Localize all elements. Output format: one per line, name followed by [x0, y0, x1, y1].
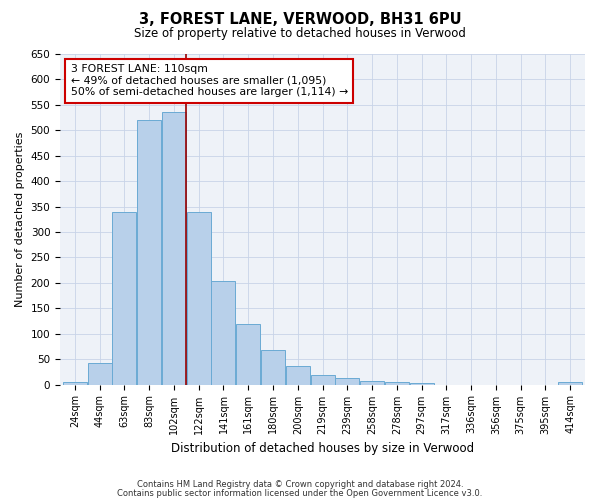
Bar [162, 112, 186, 384]
Bar [137, 120, 161, 384]
Bar [211, 281, 235, 384]
Text: Size of property relative to detached houses in Verwood: Size of property relative to detached ho… [134, 28, 466, 40]
Bar [286, 366, 310, 384]
Bar [335, 378, 359, 384]
Bar [261, 350, 285, 384]
Bar [187, 212, 211, 384]
Y-axis label: Number of detached properties: Number of detached properties [15, 132, 25, 307]
Bar [63, 382, 87, 384]
Bar [558, 382, 582, 384]
Text: Contains public sector information licensed under the Open Government Licence v3: Contains public sector information licen… [118, 488, 482, 498]
Text: 3, FOREST LANE, VERWOOD, BH31 6PU: 3, FOREST LANE, VERWOOD, BH31 6PU [139, 12, 461, 28]
Bar [311, 376, 335, 384]
Text: 3 FOREST LANE: 110sqm
← 49% of detached houses are smaller (1,095)
50% of semi-d: 3 FOREST LANE: 110sqm ← 49% of detached … [71, 64, 348, 97]
Bar [112, 212, 136, 384]
X-axis label: Distribution of detached houses by size in Verwood: Distribution of detached houses by size … [171, 442, 474, 455]
Bar [88, 363, 112, 384]
Bar [385, 382, 409, 384]
Text: Contains HM Land Registry data © Crown copyright and database right 2024.: Contains HM Land Registry data © Crown c… [137, 480, 463, 489]
Bar [410, 383, 434, 384]
Bar [236, 324, 260, 384]
Bar [360, 380, 384, 384]
